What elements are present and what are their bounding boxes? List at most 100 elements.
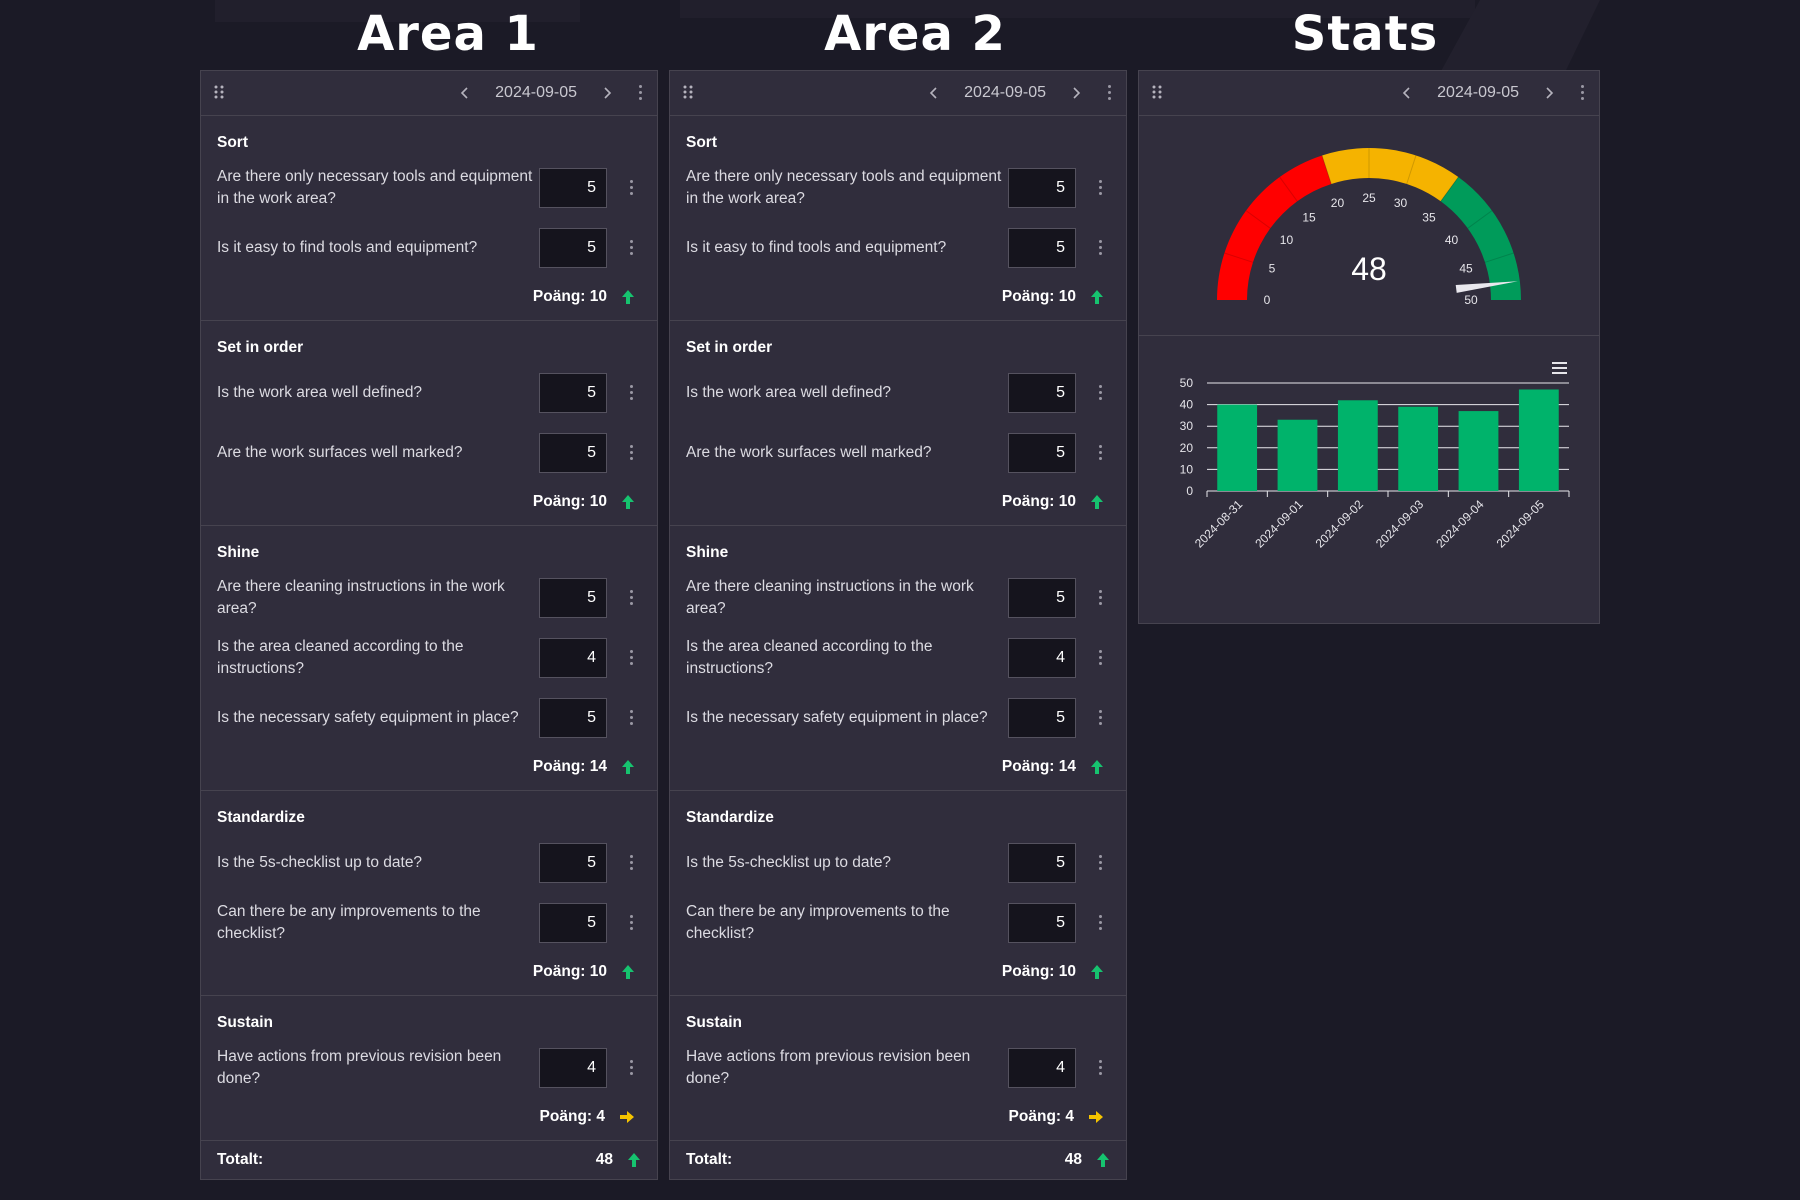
more-vert-icon[interactable] [1090,709,1110,728]
date-label[interactable]: 2024-09-05 [1437,84,1519,101]
total-label: Totalt: [217,1151,264,1168]
chevron-right-icon[interactable] [1066,83,1086,103]
more-vert-icon[interactable] [1106,85,1112,101]
drag-handle-icon[interactable] [214,85,224,99]
bar-2024-09-04[interactable] [1458,411,1499,491]
question-text: Is the area cleaned according to the ins… [217,638,464,677]
score-input[interactable]: 5 [1008,228,1076,268]
panel-header: 2024-09-05 [670,71,1126,116]
score-input[interactable]: 5 [539,373,607,413]
bar-2024-09-05[interactable] [1518,389,1559,491]
more-vert-icon[interactable] [1090,854,1110,873]
score-input[interactable]: 4 [539,1048,607,1088]
gauge-needle [1455,281,1518,293]
date-label[interactable]: 2024-09-05 [495,84,577,101]
score-input[interactable]: 5 [1008,578,1076,618]
score-input[interactable]: 5 [539,433,607,473]
score-input[interactable]: 5 [1008,843,1076,883]
score-input[interactable]: 5 [1008,698,1076,738]
more-vert-icon[interactable] [1090,589,1110,608]
gauge-tick-label: 5 [1269,261,1276,275]
score-input[interactable]: 5 [539,843,607,883]
chevron-right-icon[interactable] [1539,83,1559,103]
more-vert-icon[interactable] [621,444,641,463]
bar-2024-08-31[interactable] [1217,404,1258,491]
bar-2024-09-02[interactable] [1337,400,1378,491]
stats-panel: 2024-09-05 0 5 10 15 20 25 30 35 40 45 50 48 0 10 20 3… [1138,70,1600,624]
score-input[interactable]: 5 [539,903,607,943]
panel-header: 2024-09-05 [201,71,657,116]
gauge-band-1 [1322,148,1459,202]
question-text: Can there be any improvements to the che… [217,903,481,942]
more-vert-icon[interactable] [1090,914,1110,933]
section-score: Poäng: 10 [217,284,641,310]
bar-2024-09-01[interactable] [1277,419,1318,491]
score-input[interactable]: 5 [1008,373,1076,413]
score-label: Poäng: 14 [532,758,607,775]
more-vert-icon[interactable] [621,179,641,198]
more-vert-icon[interactable] [1090,239,1110,258]
more-vert-icon[interactable] [621,384,641,403]
chevron-right-icon[interactable] [597,83,617,103]
x-tick-label: 2024-09-02 [1313,497,1367,551]
more-vert-icon[interactable] [621,649,641,668]
date-navigator: 2024-09-05 [455,71,617,115]
x-tick-label: 2024-09-01 [1252,497,1306,551]
date-label[interactable]: 2024-09-05 [964,84,1046,101]
score-input[interactable]: 4 [1008,1048,1076,1088]
score-label: Poäng: 4 [1008,1108,1074,1125]
more-vert-icon[interactable] [1090,444,1110,463]
drag-handle-icon[interactable] [683,85,693,99]
section-set-in-order: Set in order Is the work area well defin… [201,321,657,526]
arrow-up-icon [1090,289,1104,305]
question-row: Is the work area well defined? 5 [686,369,1110,417]
more-vert-icon[interactable] [1579,85,1585,101]
section-title: Shine [686,544,729,561]
question-text: Can there be any improvements to the che… [686,903,950,942]
chevron-left-icon[interactable] [1397,83,1417,103]
chevron-left-icon[interactable] [455,83,475,103]
score-input[interactable]: 5 [539,228,607,268]
more-vert-icon[interactable] [1090,649,1110,668]
column-title-stats: Stats [1291,6,1439,62]
score-input[interactable]: 5 [1008,433,1076,473]
chevron-left-icon[interactable] [924,83,944,103]
score-input[interactable]: 5 [539,698,607,738]
question-text: Have actions from previous revision been… [217,1048,502,1087]
x-tick-label: 2024-08-31 [1192,497,1246,551]
background-shape [680,0,1475,18]
more-vert-icon[interactable] [1090,384,1110,403]
gauge-tick-label: 45 [1459,261,1473,275]
more-vert-icon[interactable] [621,709,641,728]
score-label: Poäng: 4 [539,1108,605,1125]
question-text: Is it easy to find tools and equipment? [686,239,947,256]
more-vert-icon[interactable] [1090,179,1110,198]
score-input[interactable]: 5 [539,168,607,208]
score-input[interactable]: 5 [1008,168,1076,208]
hamburger-icon[interactable] [1552,362,1567,374]
section-title: Sustain [686,1014,742,1031]
section-score: Poäng: 4 [686,1104,1110,1130]
gauge-area: 0 5 10 15 20 25 30 35 40 45 50 48 [1139,115,1599,336]
bar-2024-09-03[interactable] [1398,406,1439,491]
gauge-tick-label: 10 [1280,233,1294,247]
more-vert-icon[interactable] [621,239,641,258]
score-input[interactable]: 5 [1008,903,1076,943]
score-input[interactable]: 4 [539,638,607,678]
section-title: Sort [686,134,717,151]
date-navigator: 2024-09-05 [1397,71,1559,115]
arrow-right-icon [619,1110,635,1124]
more-vert-icon[interactable] [621,1059,641,1078]
question-row: Is the area cleaned according to the ins… [217,634,641,682]
score-input[interactable]: 5 [539,578,607,618]
question-row: Have actions from previous revision been… [217,1044,641,1092]
more-vert-icon[interactable] [637,85,643,101]
score-label: Poäng: 10 [1001,288,1076,305]
more-vert-icon[interactable] [1090,1059,1110,1078]
more-vert-icon[interactable] [621,589,641,608]
question-text: Is the area cleaned according to the ins… [686,638,933,677]
score-input[interactable]: 4 [1008,638,1076,678]
more-vert-icon[interactable] [621,854,641,873]
drag-handle-icon[interactable] [1152,85,1162,99]
more-vert-icon[interactable] [621,914,641,933]
